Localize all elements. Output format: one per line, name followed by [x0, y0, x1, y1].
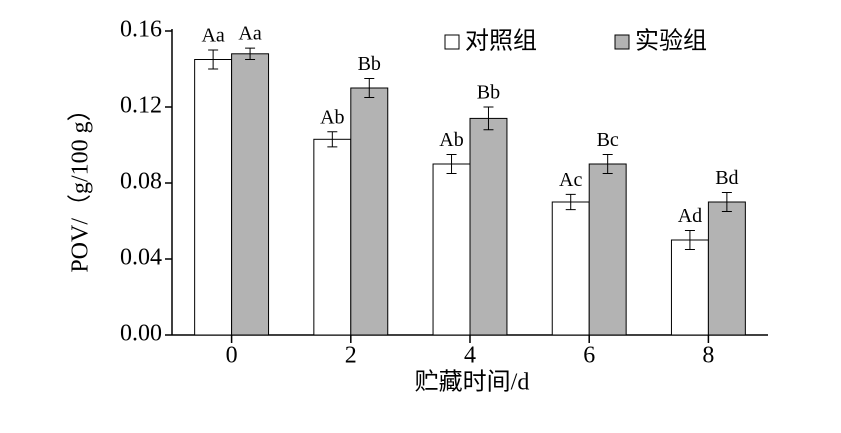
bar-annotation: Ad: [678, 205, 702, 227]
error-bar: [327, 131, 338, 148]
x-tick-label: 0: [226, 343, 238, 369]
bar: [231, 53, 270, 336]
bar: [313, 138, 352, 336]
bar: [350, 87, 389, 336]
legend-label: 对照组: [465, 28, 537, 55]
error-bar: [721, 192, 732, 212]
error-bar: [565, 193, 576, 211]
y-axis-label: POV/（g/100 g）: [68, 97, 94, 272]
error-bar: [245, 47, 256, 60]
bar: [670, 239, 709, 336]
bar: [707, 201, 746, 336]
bar-annotation: Bb: [477, 82, 500, 104]
bar-annotation: Bc: [597, 129, 619, 151]
legend-swatch: [614, 34, 630, 50]
x-tick-label: 8: [702, 343, 714, 369]
bar: [469, 117, 508, 336]
error-bar: [446, 154, 457, 174]
bar-annotation: Bd: [715, 167, 738, 189]
x-tick-label: 2: [345, 343, 357, 369]
bar-annotation: Aa: [201, 25, 224, 47]
bar-annotation: Aa: [238, 23, 261, 45]
legend-swatch: [444, 34, 460, 50]
x-axis-label: 贮藏时间/d: [415, 369, 530, 396]
y-tick-label: 0.00: [120, 321, 162, 347]
bar-annotation: Bb: [358, 53, 381, 75]
bar-annotation: Ab: [320, 106, 344, 128]
error-bar: [208, 49, 219, 70]
bar-annotation: Ac: [559, 169, 582, 191]
y-tick-label: 0.08: [120, 169, 162, 195]
bar: [551, 201, 590, 336]
bar: [432, 163, 471, 336]
bar-annotation: Ab: [439, 129, 463, 151]
x-tick-label: 4: [464, 343, 476, 369]
bar: [588, 163, 627, 336]
error-bar: [483, 106, 494, 131]
error-bar: [364, 78, 375, 98]
error-bar: [602, 154, 613, 174]
y-tick-label: 0.04: [120, 245, 162, 271]
y-tick-label: 0.12: [120, 93, 162, 119]
bar: [194, 59, 233, 336]
x-tick-label: 6: [583, 343, 595, 369]
y-tick-label: 0.16: [120, 17, 162, 43]
error-bar: [684, 230, 695, 250]
legend-label: 实验组: [635, 28, 707, 55]
